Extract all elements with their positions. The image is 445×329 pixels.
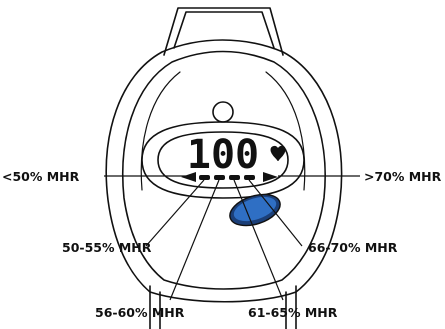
label-66-70: 66-70% MHR (308, 240, 398, 255)
zone-arrow-left (181, 172, 196, 182)
display-bezel (141, 121, 305, 199)
label-61-65: 61-65% MHR (248, 305, 338, 320)
leader-zone-3 (233, 179, 284, 301)
label-above-70: >70% MHR (364, 169, 442, 184)
heart-icon (270, 146, 286, 162)
watch-case (105, 39, 343, 303)
round-sensor (212, 101, 234, 123)
lcd-heart-rate-value: 100 (187, 132, 259, 178)
leader-zone-2 (169, 179, 220, 301)
label-below-50: <50% MHR (2, 169, 80, 184)
label-56-60: 56-60% MHR (95, 305, 185, 320)
leader-lines (104, 175, 360, 301)
blue-oval-button[interactable] (226, 189, 284, 232)
zone-segment-4 (244, 175, 255, 180)
zone-segment-2 (214, 175, 225, 180)
zone-segment-3 (229, 175, 240, 180)
leader-zone-1 (145, 179, 205, 247)
leader-zone-4 (248, 179, 303, 247)
zone-segment-1 (199, 175, 210, 180)
zone-indicator-bar (181, 172, 278, 182)
label-50-55: 50-55% MHR (62, 240, 152, 255)
watch-strap-top (163, 7, 284, 56)
zone-arrow-right (263, 172, 278, 182)
watch-strap-bottom (149, 285, 297, 329)
